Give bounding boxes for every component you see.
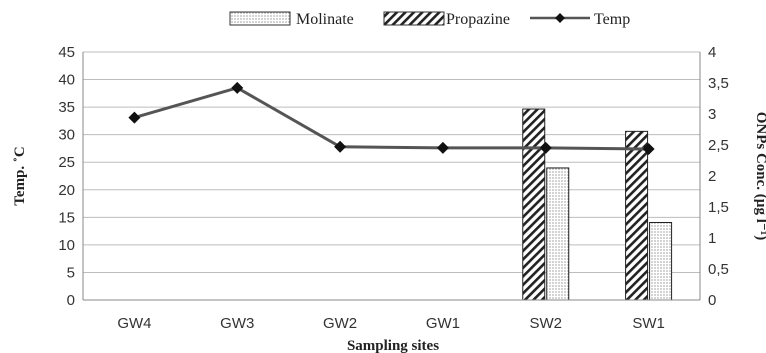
temp-point-marker [128,111,141,124]
x-tick-label: GW3 [220,315,254,332]
bar-molinate [546,167,570,301]
temp-point-marker [642,142,655,155]
left-axis-ticks: 0 5 10 15 20 25 30 35 40 45 [58,44,75,309]
temp-point-marker [436,141,449,154]
right-axis-ticks: 0 0,5 1 1,5 2 2,5 3 3,5 4 [708,44,729,309]
legend-swatch-propazine [383,11,445,26]
temp-point-marker [334,140,347,153]
y-right-tick-label: 1,5 [708,199,729,216]
y-right-tick-label: 0 [708,292,716,309]
y-left-tick-label: 0 [67,292,75,309]
legend-label-propazine: Propazine [446,11,510,28]
legend-swatch-temp-marker [555,13,565,23]
y-left-tick-label: 15 [58,209,75,226]
temp-point-marker [231,81,244,94]
axes [82,52,701,301]
y-left-tick-label: 40 [58,72,75,89]
y-left-tick-label: 25 [58,154,75,171]
bar-propazine [625,130,649,301]
x-tick-label: GW1 [426,315,460,332]
x-axis-ticks: GW4 GW3 GW2 GW1 SW2 SW1 [117,315,665,332]
bar-propazine [522,108,546,301]
temp-line-layer [128,81,655,155]
y-left-tick-label: 10 [58,237,75,254]
legend-label-molinate: Molinate [296,11,354,28]
y-axis-left-title: Temp. ˚C [12,146,28,205]
x-tick-label: SW1 [632,315,665,332]
x-tick-label: GW2 [323,315,357,332]
y-axis-right-title: ONPs Conc. (µg l⁻¹) [753,112,766,241]
y-left-tick-label: 5 [67,264,75,281]
y-left-tick-label: 35 [58,99,75,116]
y-right-tick-label: 2,5 [708,137,729,154]
legend-label-temp: Temp [594,11,630,28]
gridlines [83,51,700,273]
x-axis-title: Sampling sites [347,338,439,353]
y-right-tick-label: 3 [708,106,716,123]
bar-molinate [649,222,673,301]
y-left-tick-label: 30 [58,127,75,144]
legend-swatch-molinate [229,11,291,26]
y-right-tick-label: 0,5 [708,261,729,278]
legend: Molinate Propazine Temp [229,11,630,28]
y-right-tick-label: 2 [708,168,716,185]
bars [522,108,673,301]
x-tick-label: GW4 [117,315,151,332]
temp-series-line [133,86,649,151]
x-tick-label: SW2 [529,315,562,332]
temp-point-marker [539,141,552,154]
y-right-tick-label: 1 [708,230,716,247]
y-right-tick-label: 3,5 [708,75,729,92]
y-left-tick-label: 20 [58,182,75,199]
y-left-tick-label: 45 [58,44,75,61]
y-right-tick-label: 4 [708,44,716,61]
